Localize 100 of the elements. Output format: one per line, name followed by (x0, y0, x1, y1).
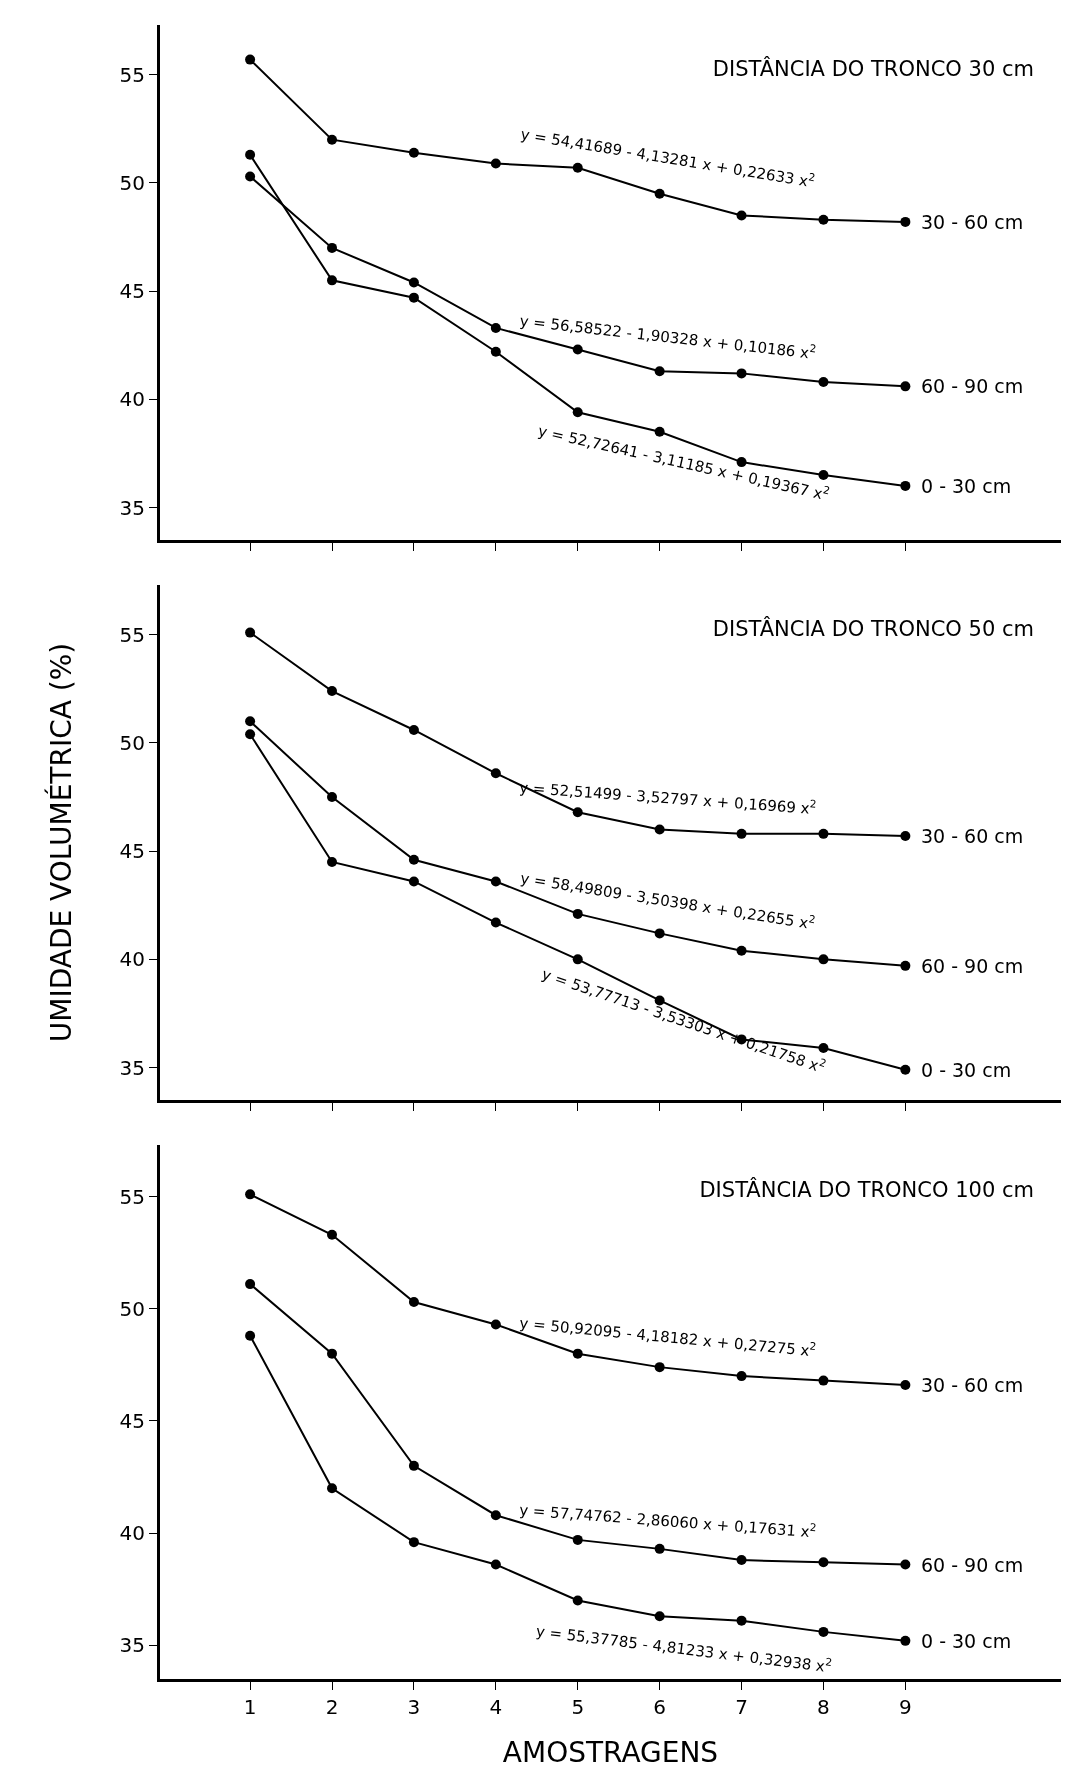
x-tick-label: 9 (899, 1695, 912, 1719)
point (245, 729, 256, 740)
x-tick-label: 4 (489, 1695, 503, 1719)
point (900, 216, 911, 227)
point (408, 147, 419, 158)
point (245, 627, 256, 638)
point (736, 1555, 747, 1566)
point (490, 768, 501, 779)
annotation: y = 55,37785 - 4,81233 x + 0,32938 x$^{2}$ (534, 1619, 833, 1677)
series-label: 30 - 60 cm (921, 825, 1024, 847)
point (490, 917, 501, 928)
point (327, 686, 338, 697)
point (818, 1626, 829, 1637)
point (900, 1559, 911, 1570)
point (245, 1279, 256, 1290)
point (654, 1543, 665, 1554)
point (490, 346, 501, 357)
y-tick-label: 55 (119, 62, 145, 87)
point (327, 792, 338, 803)
point (572, 407, 583, 418)
point (818, 470, 829, 481)
y-tick-label: 50 (119, 730, 145, 755)
y-tick-label: 45 (119, 839, 145, 864)
y-tick-label: 35 (119, 1633, 145, 1658)
point (572, 1348, 583, 1359)
series-label: 60 - 90 cm (921, 955, 1024, 977)
annotation: y = 56,58522 - 1,90328 x + 0,10186 x$^{2}$ (518, 309, 817, 363)
series-label: 0 - 30 cm (921, 1059, 1012, 1081)
point (408, 1460, 419, 1471)
point (408, 277, 419, 288)
point (736, 457, 747, 468)
x-tick-label: 5 (571, 1695, 585, 1719)
point (654, 1611, 665, 1622)
point (245, 171, 256, 182)
x-tick-label: 3 (407, 1695, 421, 1719)
point (572, 908, 583, 919)
point (245, 1189, 256, 1200)
point (327, 134, 338, 145)
point (900, 381, 911, 392)
point (327, 1348, 338, 1359)
series-label: 0 - 30 cm (921, 475, 1012, 497)
point (654, 426, 665, 437)
point (900, 831, 911, 842)
x-tick-label: 8 (817, 1695, 830, 1719)
point (490, 1319, 501, 1330)
point (408, 1297, 419, 1308)
point (900, 480, 911, 491)
x-tick-label: 6 (653, 1695, 667, 1719)
point (900, 1635, 911, 1646)
series-label: 0 - 30 cm (921, 1630, 1012, 1652)
point (736, 210, 747, 221)
x-axis-title: AMOSTRAGENS (502, 1736, 719, 1770)
text: DISTÂNCIA DO TRONCO 30 cm (712, 55, 1034, 81)
point (736, 368, 747, 379)
series-label: 60 - 90 cm (921, 375, 1024, 397)
point (818, 1043, 829, 1054)
point (736, 945, 747, 956)
point (327, 242, 338, 253)
point (900, 960, 911, 971)
point (736, 1371, 747, 1382)
point (327, 1229, 338, 1240)
point (654, 188, 665, 199)
y-tick-label: 55 (119, 1184, 145, 1209)
y-tick-label: 50 (119, 170, 145, 195)
series-label: 30 - 60 cm (921, 211, 1024, 233)
y-tick-label: 50 (119, 1296, 145, 1321)
point (818, 1557, 829, 1568)
point (818, 1375, 829, 1386)
point (490, 1559, 501, 1570)
point (572, 1534, 583, 1545)
point (572, 1595, 583, 1606)
point (245, 1330, 256, 1341)
point (736, 828, 747, 839)
point (490, 322, 501, 333)
y-tick-label: 45 (119, 279, 145, 304)
point (818, 214, 829, 225)
point (490, 876, 501, 887)
point (327, 275, 338, 286)
text: DISTÂNCIA DO TRONCO 100 cm (699, 1177, 1034, 1203)
x-tick-label: 2 (325, 1695, 339, 1719)
y-tick-label: 40 (119, 947, 145, 972)
y-tick-label: 40 (119, 387, 145, 412)
point (245, 716, 256, 727)
point (818, 828, 829, 839)
annotation: y = 50,92095 - 4,18182 x + 0,27275 x$^{2}$ (518, 1311, 817, 1361)
annotation: y = 58,49809 - 3,50398 x + 0,22655 x$^{2}$ (519, 866, 817, 934)
point (245, 54, 256, 65)
y-tick-label: 55 (119, 622, 145, 647)
series-label: 60 - 90 cm (921, 1554, 1024, 1576)
point (900, 1380, 911, 1391)
point (736, 1615, 747, 1626)
series-label: 30 - 60 cm (921, 1374, 1024, 1396)
point (654, 995, 665, 1006)
point (408, 854, 419, 865)
point (900, 1064, 911, 1075)
point (408, 292, 419, 303)
y-tick-label: 35 (119, 495, 145, 520)
point (327, 1483, 338, 1494)
point (490, 158, 501, 169)
point (572, 954, 583, 965)
